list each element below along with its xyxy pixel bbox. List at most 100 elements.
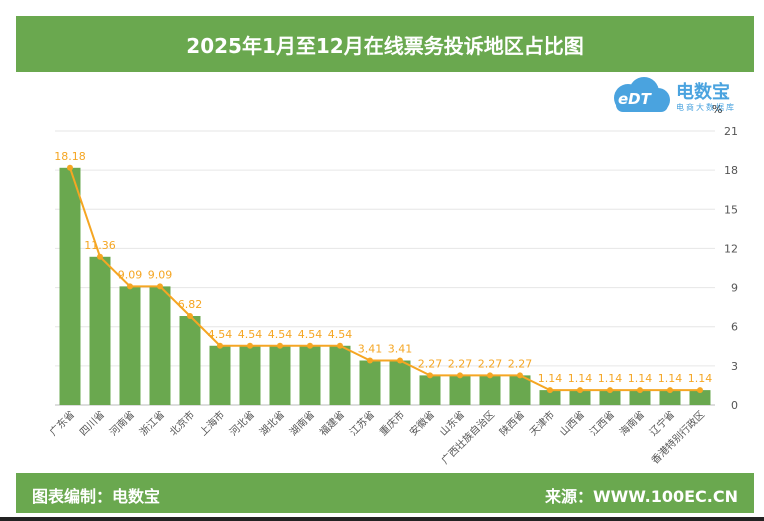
- y-tick-label: 18: [724, 164, 738, 177]
- x-tick-label: 河南省: [107, 408, 137, 438]
- series-point: [367, 357, 373, 364]
- bar: [599, 390, 621, 405]
- series-point: [187, 313, 193, 320]
- data-label: 1.14: [658, 372, 683, 385]
- data-label: 4.54: [208, 328, 233, 341]
- bar: [629, 390, 651, 405]
- y-tick-label: 15: [724, 203, 738, 216]
- series-point: [547, 387, 553, 394]
- x-tick-label: 海南省: [617, 408, 647, 438]
- x-tick-label: 福建省: [317, 408, 347, 438]
- x-tick-label: 北京市: [167, 408, 197, 438]
- data-label: 1.14: [598, 372, 623, 385]
- series-line: [69, 167, 700, 392]
- y-tick-label: 9: [731, 282, 738, 295]
- series-point: [487, 372, 493, 379]
- series-point: [607, 387, 613, 394]
- data-label: 2.27: [478, 357, 503, 370]
- data-label: 2.27: [508, 357, 533, 370]
- data-label: 18.18: [54, 150, 86, 163]
- x-tick-label: 山西省: [557, 408, 587, 438]
- x-tick-label: 香港特别行政区: [648, 408, 707, 467]
- footer-source: 来源：WWW.100EC.CN: [544, 487, 738, 506]
- x-tick-label: 辽宁省: [647, 408, 677, 438]
- bar: [239, 345, 261, 405]
- bar: [329, 345, 351, 405]
- bar: [539, 390, 561, 405]
- data-label: 4.54: [298, 328, 323, 341]
- data-label: 1.14: [538, 372, 563, 385]
- data-label: 6.82: [178, 298, 203, 311]
- bar: [659, 390, 681, 405]
- bar: [299, 345, 321, 405]
- bar: [389, 360, 411, 405]
- data-label: 3.41: [358, 343, 383, 356]
- bottom-rule: [0, 517, 764, 521]
- bar: [419, 375, 441, 405]
- x-tick-label: 上海市: [197, 408, 227, 438]
- data-label: 4.54: [238, 328, 263, 341]
- x-tick-label: 山东省: [437, 408, 467, 438]
- bar: [509, 375, 531, 405]
- x-tick-label: 重庆市: [377, 408, 407, 438]
- y-tick-label: 6: [731, 321, 738, 334]
- x-tick-label: 河北省: [227, 408, 257, 438]
- bar: [59, 167, 81, 405]
- bar: [119, 286, 141, 405]
- data-label: 3.41: [388, 343, 413, 356]
- data-label: 9.09: [148, 268, 173, 281]
- x-tick-label: 广西壮族自治区: [438, 408, 497, 467]
- bar: [479, 375, 501, 405]
- series-point: [337, 342, 343, 349]
- chart-title: 2025年1月至12月在线票务投诉地区占比图: [186, 33, 584, 58]
- x-tick-label: 广东省: [47, 408, 77, 438]
- bar: [689, 390, 711, 405]
- y-tick-label: 12: [724, 242, 738, 255]
- x-tick-label: 江苏省: [347, 408, 377, 438]
- series-point: [97, 253, 103, 260]
- bar: [149, 286, 171, 405]
- logo-en-text: eDT: [618, 90, 651, 108]
- bar: [359, 360, 381, 405]
- data-label: 2.27: [448, 357, 473, 370]
- bar: [89, 256, 111, 405]
- series-point: [127, 283, 133, 290]
- data-label: 9.09: [118, 268, 143, 281]
- x-tick-label: 陕西省: [497, 408, 527, 438]
- bar: [209, 345, 231, 405]
- data-label: 4.54: [328, 328, 353, 341]
- x-tick-label: 安徽省: [407, 408, 437, 438]
- bar-chart: 0 3 6 9 12 15 18 21 18.18 11.36 9.09 9.09 6.82 4.54 4.…: [47, 125, 738, 467]
- series-point: [307, 342, 313, 349]
- series-point: [397, 357, 403, 364]
- x-tick-label: 天津市: [527, 408, 557, 438]
- series-point: [637, 387, 643, 394]
- series-point: [667, 387, 673, 394]
- y-tick-label: 21: [724, 125, 738, 138]
- series-point: [247, 342, 253, 349]
- logo-name: 电数宝: [676, 82, 730, 103]
- x-tick-label: 江西省: [587, 408, 617, 438]
- data-label: 4.54: [268, 328, 293, 341]
- brand-logo: eDT 电数宝 电商大数据库: [604, 72, 754, 120]
- data-label: 1.14: [568, 372, 593, 385]
- cloud-icon: [614, 77, 670, 112]
- x-tick-label: 湖北省: [257, 408, 287, 438]
- data-label: 2.27: [418, 357, 443, 370]
- footer-band: 图表编制：电数宝 来源：WWW.100EC.CN: [16, 473, 754, 513]
- logo-subtitle: 电商大数据库: [676, 103, 736, 112]
- data-label: 1.14: [688, 372, 713, 385]
- footer-credit: 图表编制：电数宝: [32, 487, 161, 506]
- bar: [179, 316, 201, 405]
- series-point: [277, 342, 283, 349]
- series-point: [157, 283, 163, 290]
- series-point: [517, 372, 523, 379]
- chart-title-band: 2025年1月至12月在线票务投诉地区占比图: [16, 16, 754, 72]
- series-point: [577, 387, 583, 394]
- series-point: [427, 372, 433, 379]
- x-tick-label: 四川省: [77, 408, 107, 438]
- x-tick-label: 浙江省: [137, 408, 167, 438]
- y-axis-unit: %: [712, 103, 723, 116]
- y-tick-label: 0: [731, 399, 738, 412]
- data-label: 1.14: [628, 372, 653, 385]
